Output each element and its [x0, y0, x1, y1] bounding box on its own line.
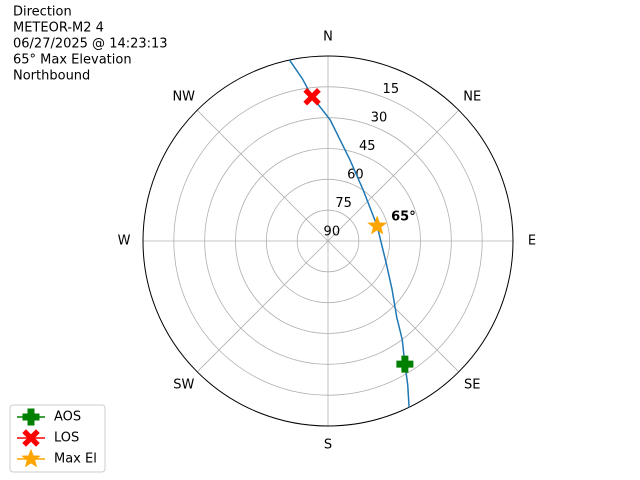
title-line: Direction [13, 5, 72, 20]
title-line: Northbound [13, 69, 90, 84]
marker [303, 88, 321, 106]
marker-shape [22, 429, 40, 447]
theta-tick-label: SW [173, 378, 194, 393]
legend-label: LOS [54, 431, 79, 446]
marker [396, 355, 414, 373]
grid-spoke [327, 109, 460, 242]
marker [367, 215, 388, 235]
legend-label: Max El [54, 452, 97, 467]
theta-tick-label: E [528, 234, 536, 249]
legend-marker [22, 408, 40, 426]
grid-spoke [196, 109, 329, 242]
theta-tick-label: NE [463, 89, 481, 104]
marker-shape [22, 408, 40, 426]
legend-marker [22, 429, 40, 447]
marker-shape [396, 355, 414, 373]
grid-spoke [196, 240, 329, 373]
theta-tick-label: W [118, 234, 131, 249]
r-tick-label: 75 [335, 196, 352, 211]
title-line: 06/27/2025 @ 14:23:13 [13, 37, 168, 52]
theta-tick-label: SE [464, 378, 480, 393]
marker-shape [303, 88, 321, 106]
marker-shape [21, 448, 41, 468]
data-label: 65° [391, 209, 416, 224]
grid-spoke [327, 240, 460, 373]
legend-label: AOS [54, 410, 81, 425]
r-tick-label: 90 [324, 224, 341, 239]
title-line: METEOR-M2 4 [13, 21, 104, 36]
r-tick-label: 30 [371, 110, 388, 125]
theta-tick-label: N [323, 30, 333, 45]
title-line: 65° Max Elevation [13, 53, 132, 68]
theta-tick-label: NW [172, 89, 195, 104]
legend-marker [21, 448, 41, 468]
r-tick-label: 60 [347, 167, 364, 182]
r-tick-label: 15 [383, 82, 400, 97]
marker-shape [367, 215, 388, 235]
r-tick-label: 45 [359, 139, 376, 154]
theta-tick-label: S [324, 438, 332, 453]
outer-frame [142, 55, 514, 427]
